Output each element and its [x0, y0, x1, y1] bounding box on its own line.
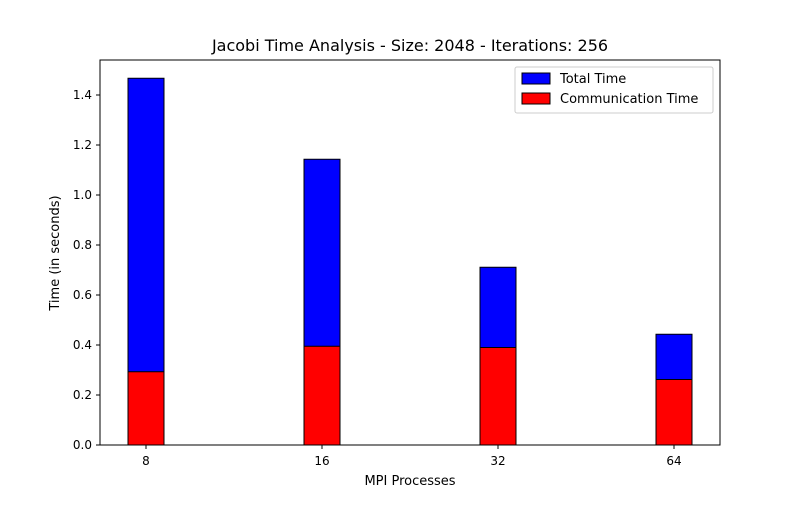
- y-tick-label: 1.2: [73, 138, 92, 152]
- bar-communication-time-64: [655, 379, 693, 446]
- legend-swatch-total-time: [521, 72, 551, 85]
- legend-label-communication-time: Communication Time: [560, 92, 698, 107]
- bar-communication-time-8: [127, 371, 165, 446]
- legend: Total Time Communication Time: [514, 66, 714, 114]
- y-tick-label: 0.2: [73, 388, 92, 402]
- x-tick-label: 64: [666, 454, 681, 468]
- x-axis-label: MPI Processes: [364, 474, 455, 489]
- y-tick-label: 1.4: [73, 88, 92, 102]
- bar-communication-time-16: [303, 345, 341, 446]
- y-tick-label: 0.6: [73, 288, 92, 302]
- legend-label-total-time: Total Time: [559, 72, 626, 87]
- chart-title: Jacobi Time Analysis - Size: 2048 - Iter…: [211, 36, 608, 55]
- plot-area: 8 16 32 64 0.0 0.2 0.4 0.6 0.8 1.0 1.2 1.4: [73, 59, 721, 468]
- x-tick-label: 32: [490, 454, 505, 468]
- y-tick-label: 0.0: [73, 438, 92, 452]
- bar-communication-time-32: [479, 347, 517, 446]
- legend-swatch-communication-time: [521, 92, 551, 105]
- plot-frame: [99, 59, 721, 446]
- y-axis-label: Time (in seconds): [48, 195, 63, 311]
- x-tick-label: 16: [314, 454, 329, 468]
- x-tick-label: 8: [142, 454, 150, 468]
- y-tick-label: 0.4: [73, 338, 92, 352]
- y-tick-label: 1.0: [73, 188, 92, 202]
- y-tick-label: 0.8: [73, 238, 92, 252]
- legend-box: [514, 66, 714, 114]
